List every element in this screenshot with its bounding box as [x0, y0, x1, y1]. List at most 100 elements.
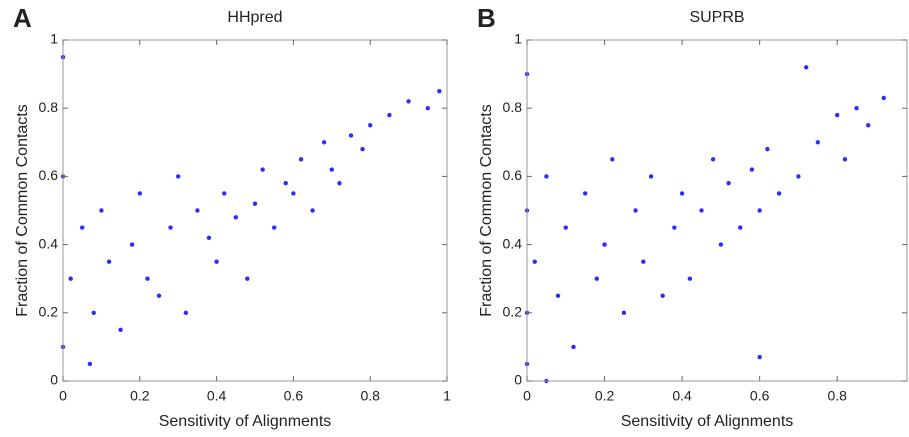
point	[672, 225, 677, 230]
point	[563, 225, 568, 230]
point	[796, 174, 801, 179]
x-tick-label: 0	[59, 388, 67, 404]
point	[757, 354, 762, 360]
point	[738, 225, 743, 230]
point	[329, 167, 334, 172]
x-tick-label: 0.6	[284, 388, 304, 404]
point	[195, 208, 200, 213]
y-tick-label: 0	[50, 372, 58, 388]
point	[291, 191, 296, 196]
plot-frame	[62, 39, 448, 382]
point	[214, 259, 219, 264]
x-tick-label: 0.8	[360, 388, 380, 404]
x-tick-label: 0	[523, 388, 531, 404]
point	[183, 310, 189, 315]
y-tick-label: 0.2	[39, 304, 59, 320]
point	[222, 191, 227, 196]
point	[699, 208, 704, 213]
point	[854, 106, 859, 111]
point	[594, 276, 599, 281]
x-tick-label: 1	[443, 388, 451, 404]
point	[765, 146, 770, 152]
y-tick-label: 0	[514, 372, 522, 388]
point	[544, 174, 549, 179]
point	[803, 65, 809, 70]
y-tick-label: 0.8	[39, 99, 59, 115]
panel-label: A	[13, 3, 32, 33]
panel-label: B	[477, 3, 496, 33]
point	[91, 310, 96, 315]
point	[835, 112, 840, 118]
point	[555, 293, 561, 298]
point	[348, 133, 354, 138]
point	[815, 140, 821, 145]
y-tick-label: 0.4	[39, 235, 59, 251]
point	[252, 201, 258, 206]
y-axis-label: Fraction of Common Contacts	[14, 104, 31, 317]
point	[99, 208, 104, 213]
x-tick-label: 0.6	[750, 388, 770, 404]
point	[145, 276, 150, 281]
point	[106, 259, 112, 264]
x-tick-label: 0.4	[672, 388, 692, 404]
point	[272, 225, 277, 230]
point	[321, 140, 327, 145]
point	[776, 191, 782, 196]
x-tick-label: 0.4	[207, 388, 227, 404]
chart-title: SUPRB	[689, 9, 744, 26]
y-tick-label: 0.8	[503, 99, 523, 115]
point	[749, 167, 755, 172]
point	[660, 293, 665, 298]
point	[437, 88, 442, 94]
point	[129, 242, 135, 247]
point	[582, 191, 588, 196]
point	[726, 181, 731, 186]
point	[710, 157, 716, 162]
y-tick-label: 0.6	[503, 167, 523, 183]
point	[571, 344, 576, 350]
point	[866, 123, 871, 128]
point	[621, 310, 627, 315]
point	[137, 191, 142, 196]
y-tick-label: 0.4	[503, 235, 523, 251]
y-tick-label: 0.2	[503, 304, 523, 320]
x-tick-label: 0.2	[130, 388, 150, 404]
point	[298, 157, 304, 162]
point	[283, 181, 288, 186]
point	[260, 167, 265, 172]
point	[602, 242, 607, 247]
y-tick-label: 1	[50, 31, 58, 47]
point	[206, 235, 212, 240]
point	[842, 157, 848, 162]
point	[368, 123, 373, 128]
point	[176, 174, 181, 179]
x-axis-label: Sensitivity of Alignments	[159, 413, 332, 430]
y-tick-label: 1	[514, 31, 522, 47]
point	[648, 174, 654, 179]
point	[87, 361, 93, 367]
point	[406, 99, 411, 104]
point	[80, 225, 85, 230]
point	[337, 181, 342, 186]
point	[610, 157, 615, 162]
point	[233, 215, 238, 220]
point	[757, 208, 762, 213]
point	[881, 95, 886, 101]
point	[68, 276, 73, 281]
point	[156, 293, 162, 298]
point	[387, 112, 392, 118]
x-axis-label: Sensitivity of Alignments	[621, 413, 794, 430]
y-axis-label: Fraction of Common Contacts	[478, 104, 495, 317]
x-tick-label: 0.2	[595, 388, 615, 404]
point	[532, 259, 537, 264]
point	[245, 276, 250, 281]
point	[641, 259, 646, 264]
point	[360, 146, 365, 152]
point	[310, 208, 315, 213]
point	[718, 242, 724, 247]
y-tick-label: 0.6	[39, 167, 59, 183]
point	[687, 276, 693, 281]
point	[168, 225, 173, 230]
chart-title: HHpred	[227, 9, 282, 26]
